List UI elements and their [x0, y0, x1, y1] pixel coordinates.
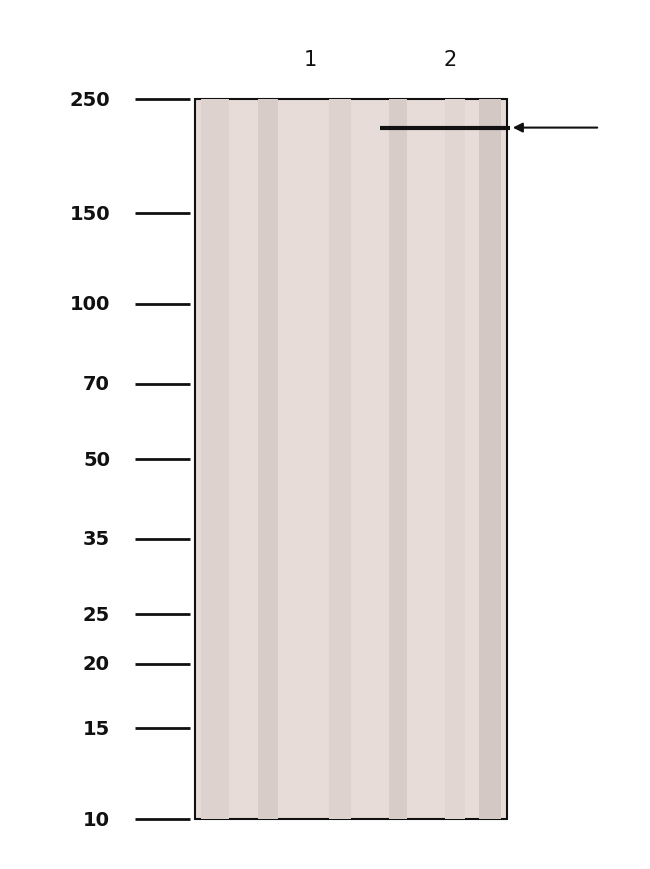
Text: 100: 100	[70, 295, 110, 314]
Text: 20: 20	[83, 654, 110, 673]
Text: 250: 250	[70, 90, 110, 109]
Text: 35: 35	[83, 530, 110, 548]
Text: 70: 70	[83, 375, 110, 394]
Text: 15: 15	[83, 719, 110, 738]
Bar	[258, 100, 278, 819]
Text: 10: 10	[83, 810, 110, 828]
Text: 50: 50	[83, 450, 110, 469]
Text: 25: 25	[83, 605, 110, 624]
Bar	[195, 100, 507, 819]
Text: 1: 1	[304, 50, 317, 70]
Bar	[389, 100, 407, 819]
Bar	[201, 100, 229, 819]
Text: 2: 2	[443, 50, 456, 70]
Bar	[329, 100, 351, 819]
Bar	[445, 100, 465, 819]
Text: 150: 150	[70, 204, 110, 223]
Bar	[479, 100, 501, 819]
